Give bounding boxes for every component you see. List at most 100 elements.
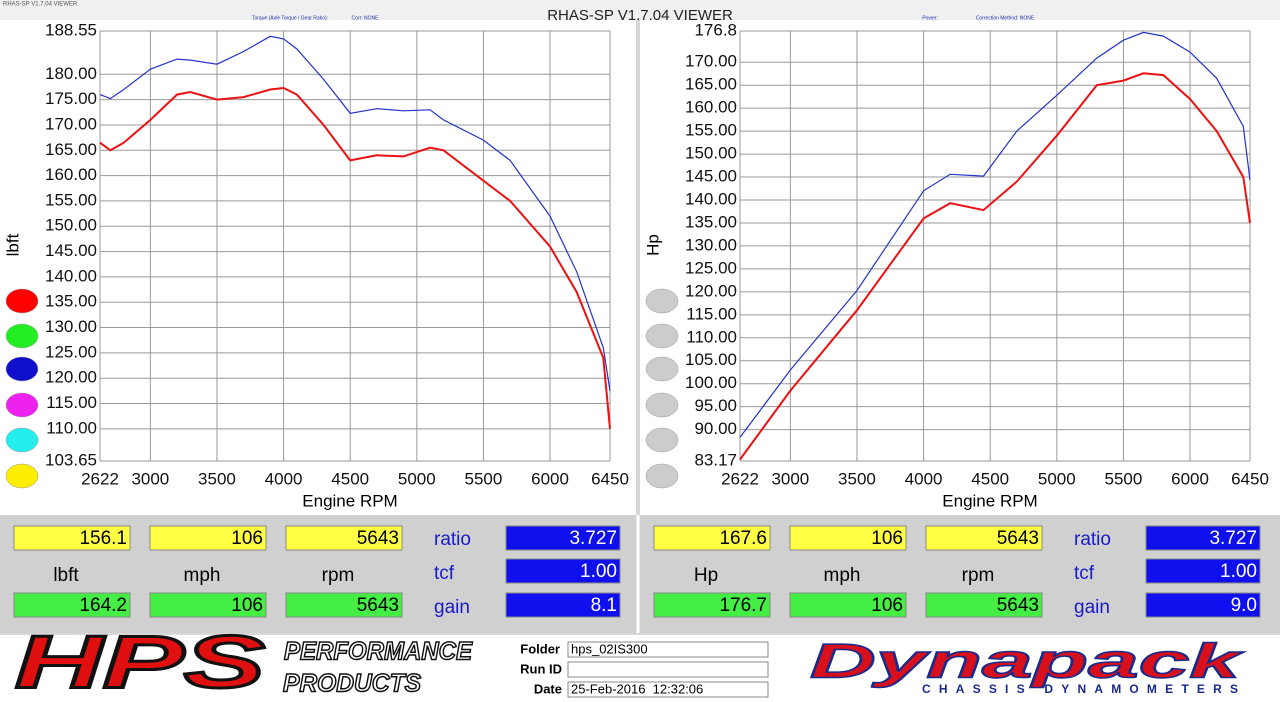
y-tick-label: 140.00 <box>45 266 97 285</box>
run-selector[interactable] <box>645 356 679 382</box>
tcf-box <box>505 558 621 584</box>
ratio-value: 3.727 <box>1209 528 1257 549</box>
folder-box <box>567 641 769 658</box>
readout-unit: mph <box>824 565 861 586</box>
x-tick-label: 4000 <box>265 469 303 488</box>
run-selector[interactable] <box>645 288 679 314</box>
readout-box <box>13 525 131 551</box>
readout-box <box>789 592 907 618</box>
y-tick-label: 180.00 <box>45 64 97 83</box>
x-axis-label: Engine RPM <box>942 491 1037 510</box>
y-tick-label: 165.00 <box>685 75 737 94</box>
run-selector[interactable] <box>5 356 39 382</box>
window-title: RHAS-SP V1.7.04 VIEWER <box>3 2 78 8</box>
y-tick-label: 145.00 <box>45 241 97 260</box>
readout-box <box>285 592 403 618</box>
readout-value: 156.1 <box>79 528 127 549</box>
y-tick-label: 160.00 <box>45 165 97 184</box>
run-selector[interactable] <box>5 463 39 489</box>
readout-value: 106 <box>231 528 263 549</box>
readout-value: 5643 <box>357 595 399 616</box>
readout-box <box>13 592 131 618</box>
readout-value: 106 <box>871 528 903 549</box>
x-tick-label: 6000 <box>531 469 569 488</box>
ratio-label: ratio <box>434 529 471 550</box>
hps-line1: PERFORMANCE <box>284 638 473 666</box>
readout-unit: mph <box>184 565 221 586</box>
x-tick-label: 3000 <box>771 469 809 488</box>
y-tick-label: 110.00 <box>46 418 97 437</box>
dynapack-text: Dynapack <box>810 636 1244 689</box>
ratio-label: ratio <box>1074 529 1111 550</box>
gain-value: 9.0 <box>1231 595 1257 616</box>
chart-subtitle: Power: <box>922 15 938 21</box>
y-tick-label: 103.65 <box>45 450 97 469</box>
gain-label: gain <box>1074 597 1110 618</box>
x-tick-label: 5000 <box>1038 469 1076 488</box>
x-tick-label: 6000 <box>1171 469 1209 488</box>
readout-value: 176.7 <box>719 595 767 616</box>
folder-value: hps_02IS300 <box>571 641 648 656</box>
run-selector[interactable] <box>645 463 679 489</box>
run-selector[interactable] <box>5 392 39 418</box>
readout-value: 106 <box>871 595 903 616</box>
readout-box <box>925 592 1043 618</box>
hps-line2: PRODUCTS <box>283 670 421 698</box>
gain-box <box>505 592 621 618</box>
right-chart-panel <box>640 20 1280 515</box>
readout-value: 106 <box>231 595 263 616</box>
ratio-value: 3.727 <box>569 528 617 549</box>
title-bar <box>0 0 1280 20</box>
gain-box <box>1145 592 1261 618</box>
y-tick-label: 95.00 <box>694 396 737 415</box>
viewer-title: RHAS-SP V1.7.04 VIEWER <box>547 7 733 24</box>
x-tick-label: 4000 <box>905 469 943 488</box>
y-tick-label: 175.00 <box>45 89 97 108</box>
series-line <box>739 31 1251 438</box>
readout-box <box>789 525 907 551</box>
x-tick-label: 4500 <box>971 469 1009 488</box>
y-tick-label: 155.00 <box>685 121 737 140</box>
y-tick-label: 105.00 <box>685 350 737 369</box>
readout-unit: rpm <box>322 565 355 586</box>
y-tick-label: 176.8 <box>694 20 737 39</box>
run-selector[interactable] <box>645 392 679 418</box>
run-selector[interactable] <box>5 427 39 453</box>
x-tick-label: 3500 <box>838 469 876 488</box>
y-tick-label: 83.17 <box>694 450 737 469</box>
y-tick-label: 170.00 <box>685 52 737 71</box>
chart-subtitle: Torque (Axle Torque / Gear Ratio): <box>252 15 328 21</box>
y-tick-label: 125.00 <box>45 342 97 361</box>
hps-text: HPS <box>15 621 265 702</box>
tcf-value: 1.00 <box>580 561 617 582</box>
y-tick-label: 160.00 <box>685 98 737 117</box>
tcf-label: tcf <box>434 563 455 584</box>
y-tick-label: 110.00 <box>686 327 737 346</box>
readout-box <box>149 525 267 551</box>
readout-value: 164.2 <box>79 595 127 616</box>
x-tick-label: 3000 <box>131 469 169 488</box>
readout-value: 5643 <box>357 528 399 549</box>
x-axis-label: Engine RPM <box>302 491 397 510</box>
tcf-value: 1.00 <box>1220 561 1257 582</box>
x-tick-label: 2622 <box>721 469 759 488</box>
chart-correction: Corr: NONE <box>352 15 380 21</box>
run-selector[interactable] <box>645 323 679 349</box>
readout-unit: Hp <box>694 565 718 586</box>
readout-unit: lbft <box>53 565 79 586</box>
y-axis-label: Hp <box>643 234 662 256</box>
readout-unit: rpm <box>962 565 995 586</box>
series-line <box>99 86 611 429</box>
readout-box <box>653 592 771 618</box>
x-tick-label: 5500 <box>1105 469 1143 488</box>
y-tick-label: 120.00 <box>685 281 737 300</box>
y-tick-label: 135.00 <box>685 212 737 231</box>
run-selector[interactable] <box>645 427 679 453</box>
x-tick-label: 3500 <box>198 469 236 488</box>
y-tick-label: 130.00 <box>685 235 737 254</box>
run-selector[interactable] <box>5 288 39 314</box>
y-tick-label: 155.00 <box>45 190 97 209</box>
y-tick-label: 140.00 <box>685 189 737 208</box>
run-selector[interactable] <box>5 323 39 349</box>
x-tick-label: 6450 <box>591 469 629 488</box>
